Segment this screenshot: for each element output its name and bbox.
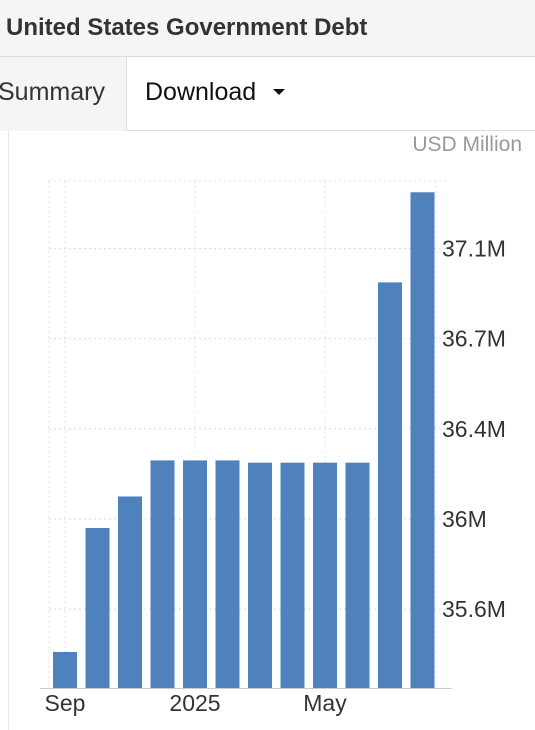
bar[interactable] <box>248 462 272 688</box>
bar[interactable] <box>345 462 370 688</box>
bar[interactable] <box>118 496 142 688</box>
page-header: United States Government Debt <box>0 0 535 57</box>
tab-bar: Summary Download <box>0 57 535 131</box>
bar[interactable] <box>150 460 175 688</box>
y-tick-label: 37.1M <box>442 236 506 262</box>
bar[interactable] <box>313 462 337 688</box>
page-title: United States Government Debt <box>6 14 368 41</box>
y-tick-label: 36.7M <box>442 326 506 352</box>
bar[interactable] <box>280 462 305 688</box>
x-tick-label: May <box>303 690 347 716</box>
bar[interactable] <box>85 528 110 688</box>
bars <box>53 192 435 688</box>
bar[interactable] <box>183 460 207 688</box>
tab-summary-label: Summary <box>0 78 105 106</box>
bar[interactable] <box>378 282 402 688</box>
x-tick-label: 2025 <box>169 690 220 716</box>
tab-summary[interactable]: Summary <box>0 57 127 131</box>
y-tick-label: 36M <box>442 506 487 532</box>
tab-download[interactable]: Download <box>127 57 297 131</box>
x-tick-labels: Sep 2025 May <box>45 690 348 716</box>
y-tick-labels: 37.1M 36.7M 36.4M 36M 35.6M <box>442 236 506 623</box>
bar[interactable] <box>53 651 77 688</box>
tab-download-label: Download <box>145 78 257 106</box>
bar[interactable] <box>410 192 435 688</box>
y-tick-label: 35.6M <box>442 596 506 622</box>
chart-left-rule <box>8 131 9 730</box>
bar[interactable] <box>215 460 240 688</box>
unit-label: USD Million <box>412 133 522 156</box>
caret-down-icon <box>273 89 285 95</box>
x-tick-label: Sep <box>45 690 86 716</box>
y-tick-label: 36.4M <box>442 416 506 442</box>
